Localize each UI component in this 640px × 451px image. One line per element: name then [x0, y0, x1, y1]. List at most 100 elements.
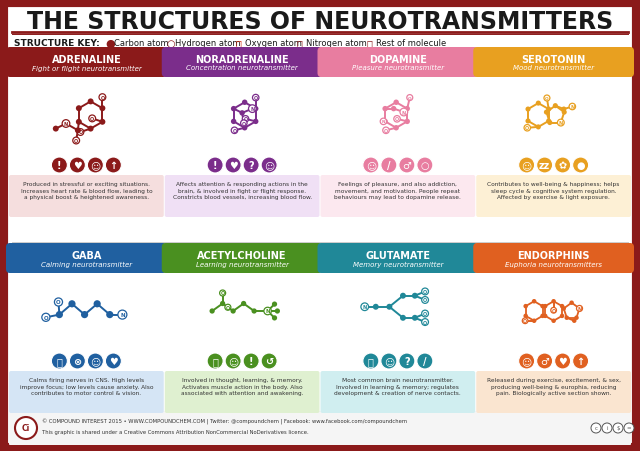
Text: Ⓞ: Ⓞ — [236, 39, 242, 49]
Circle shape — [400, 315, 406, 321]
Circle shape — [574, 316, 579, 320]
Circle shape — [106, 158, 122, 174]
Circle shape — [241, 301, 246, 306]
Circle shape — [577, 306, 582, 312]
Circle shape — [555, 353, 571, 369]
Circle shape — [15, 417, 37, 439]
Text: THE STRUCTURES OF NEUROTRANSMITTERS: THE STRUCTURES OF NEUROTRANSMITTERS — [27, 10, 613, 34]
Circle shape — [243, 158, 259, 174]
Text: Involved in thought, learning, & memory.
Activates muscle action in the body. Al: Involved in thought, learning, & memory.… — [181, 377, 303, 396]
Text: N: N — [559, 121, 563, 126]
Text: !: ! — [213, 161, 218, 170]
Text: O: O — [423, 311, 427, 316]
Circle shape — [75, 128, 81, 134]
Circle shape — [543, 304, 547, 308]
Circle shape — [570, 301, 574, 305]
Circle shape — [412, 293, 418, 299]
Circle shape — [417, 158, 433, 174]
Circle shape — [81, 311, 88, 318]
Circle shape — [231, 128, 237, 134]
Circle shape — [243, 116, 249, 123]
Text: ?: ? — [248, 161, 254, 170]
Circle shape — [561, 307, 566, 311]
Circle shape — [552, 319, 556, 323]
Text: 🧠: 🧠 — [56, 356, 62, 366]
Circle shape — [225, 304, 231, 311]
Text: Carbon atom: Carbon atom — [114, 39, 168, 48]
Circle shape — [400, 109, 408, 117]
Circle shape — [536, 158, 552, 174]
Circle shape — [381, 158, 397, 174]
Circle shape — [241, 120, 247, 127]
Circle shape — [93, 300, 100, 308]
FancyBboxPatch shape — [321, 175, 476, 217]
Text: O: O — [90, 117, 94, 122]
Circle shape — [391, 107, 396, 112]
Circle shape — [524, 304, 528, 308]
Circle shape — [555, 158, 571, 174]
Circle shape — [536, 101, 541, 106]
Text: =: = — [627, 426, 631, 431]
Circle shape — [88, 158, 104, 174]
Circle shape — [76, 106, 82, 112]
Circle shape — [422, 288, 428, 295]
Text: ACETYLCHOLINE: ACETYLCHOLINE — [197, 251, 287, 261]
Text: ☺: ☺ — [522, 356, 532, 366]
Text: O: O — [423, 289, 427, 295]
Circle shape — [532, 299, 536, 304]
Text: O: O — [423, 320, 427, 325]
Circle shape — [544, 110, 549, 115]
Text: Feelings of pleasure, and also addiction,
movement, and motivation. People repea: Feelings of pleasure, and also addiction… — [335, 182, 461, 200]
Circle shape — [261, 353, 277, 369]
Circle shape — [225, 158, 241, 174]
Circle shape — [68, 300, 76, 308]
Circle shape — [77, 129, 84, 136]
Text: ✿: ✿ — [559, 161, 566, 170]
Text: O: O — [44, 315, 48, 320]
Text: Mood neurotransmitter: Mood neurotransmitter — [513, 65, 594, 71]
FancyBboxPatch shape — [162, 244, 323, 273]
Circle shape — [207, 158, 223, 174]
Text: STRUCTURE KEY:: STRUCTURE KEY: — [14, 39, 100, 48]
Text: ↑: ↑ — [577, 356, 585, 366]
Text: ●: ● — [105, 39, 115, 49]
Text: N: N — [577, 306, 582, 311]
FancyBboxPatch shape — [473, 244, 634, 273]
Text: O: O — [525, 126, 529, 131]
Circle shape — [560, 314, 564, 318]
Circle shape — [363, 353, 379, 369]
Text: O: O — [221, 291, 225, 296]
FancyBboxPatch shape — [473, 48, 634, 78]
Circle shape — [220, 301, 225, 306]
Text: ♥: ♥ — [109, 356, 118, 366]
Text: ♥: ♥ — [558, 356, 567, 366]
Text: i: i — [606, 426, 608, 431]
Circle shape — [564, 316, 569, 320]
Circle shape — [613, 423, 623, 433]
Text: N: N — [250, 107, 255, 112]
Circle shape — [264, 308, 271, 315]
Text: $: $ — [616, 426, 620, 431]
Circle shape — [56, 311, 63, 318]
Text: O: O — [408, 97, 412, 101]
FancyBboxPatch shape — [9, 371, 164, 413]
Circle shape — [560, 304, 564, 308]
Circle shape — [118, 310, 127, 319]
Circle shape — [52, 126, 59, 132]
Circle shape — [225, 353, 241, 369]
Circle shape — [106, 311, 113, 318]
Circle shape — [381, 353, 397, 369]
Text: !: ! — [249, 356, 253, 366]
Text: NORADRENALINE: NORADRENALINE — [195, 55, 289, 65]
Circle shape — [42, 313, 50, 322]
FancyBboxPatch shape — [317, 244, 478, 273]
Circle shape — [383, 107, 388, 112]
Text: ☺: ☺ — [90, 356, 100, 366]
Text: Pleasure neurotransmitter: Pleasure neurotransmitter — [352, 65, 444, 71]
Circle shape — [231, 107, 236, 112]
Circle shape — [361, 303, 369, 311]
Text: Calms firing nerves in CNS. High levels
improve focus; low levels cause anxiety.: Calms firing nerves in CNS. High levels … — [20, 377, 153, 396]
Text: zz: zz — [539, 161, 550, 170]
Circle shape — [532, 319, 536, 323]
Text: Released during exercise, excitement, & sex,
producing well-being & europhia, re: Released during exercise, excitement, & … — [486, 377, 621, 396]
